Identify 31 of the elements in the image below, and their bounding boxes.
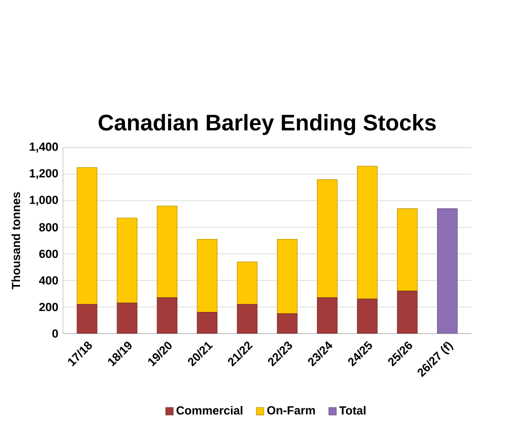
bar bbox=[276, 314, 298, 334]
bar bbox=[76, 304, 98, 334]
y-tick-label: 1,000 bbox=[30, 196, 58, 206]
y-tick-label: 200 bbox=[39, 303, 58, 312]
legend-label: Commercial bbox=[176, 406, 242, 415]
bar bbox=[156, 206, 178, 298]
y-tick-label: 0 bbox=[52, 330, 58, 338]
y-tick-label: 400 bbox=[39, 276, 58, 285]
bar bbox=[196, 239, 218, 313]
chart-title: Canadian Barley Ending Stocks bbox=[98, 114, 436, 136]
bar bbox=[116, 218, 138, 304]
y-tick-label: 800 bbox=[39, 223, 58, 232]
y-tick-label: 1,400 bbox=[30, 142, 58, 153]
bar bbox=[357, 298, 378, 334]
y-tick-label: 1,200 bbox=[30, 169, 58, 180]
bar bbox=[276, 239, 298, 314]
y-axis-title: Thousand tonnes bbox=[12, 192, 20, 290]
bar bbox=[196, 312, 218, 334]
legend-label: On-Farm bbox=[267, 406, 315, 415]
bar bbox=[397, 208, 418, 292]
bar bbox=[236, 304, 258, 334]
y-tick-label: 600 bbox=[39, 250, 58, 258]
bar bbox=[357, 166, 378, 300]
bar bbox=[397, 291, 418, 334]
bar bbox=[236, 262, 258, 305]
legend-label: Total bbox=[339, 406, 366, 415]
bar bbox=[156, 298, 178, 334]
bar bbox=[316, 179, 338, 298]
bar bbox=[316, 298, 338, 334]
bar bbox=[116, 302, 138, 334]
bar bbox=[76, 167, 98, 305]
